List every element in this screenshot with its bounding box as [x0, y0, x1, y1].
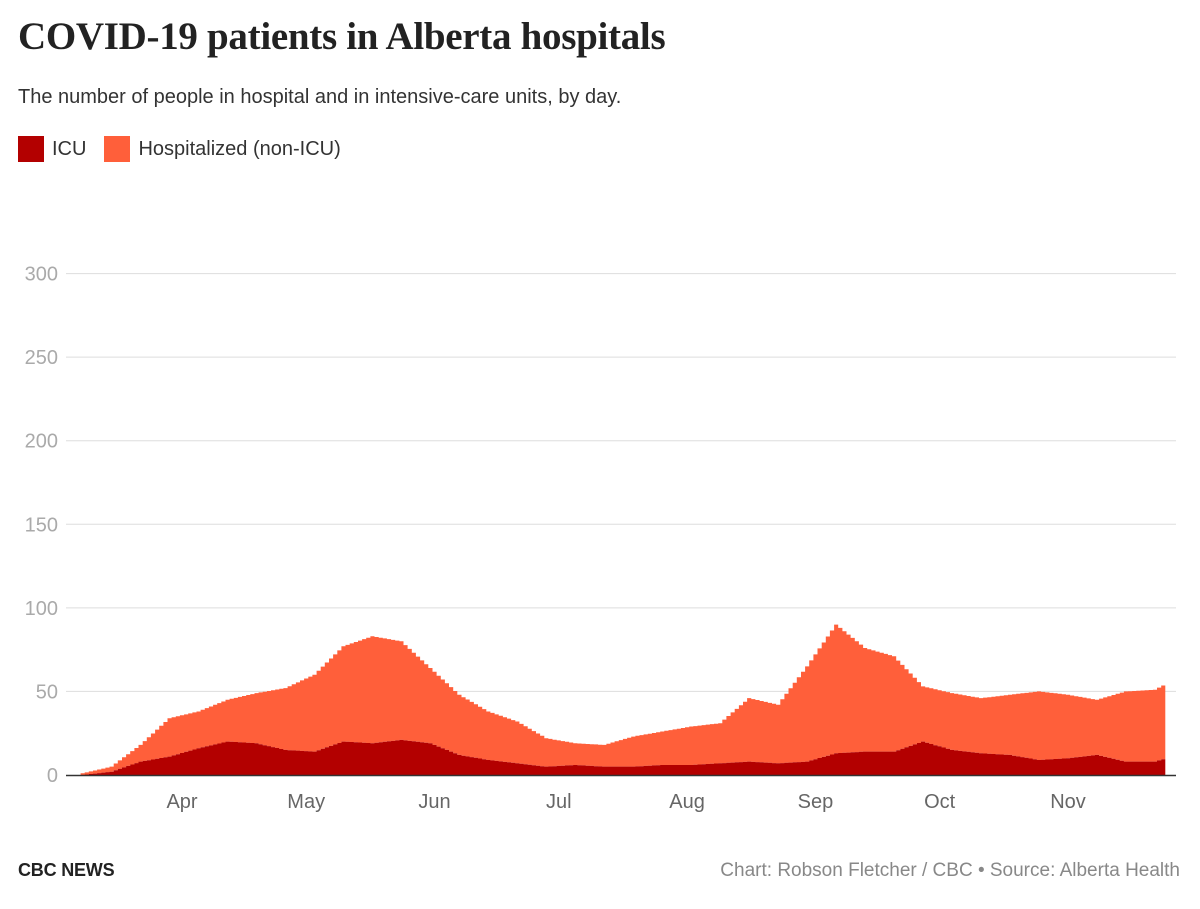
y-tick-label: 50	[36, 681, 58, 703]
x-tick-label: Aug	[669, 791, 705, 813]
legend-item-hospitalized: Hospitalized (non-ICU)	[104, 136, 341, 162]
series-area-icu	[80, 739, 1166, 775]
footer-credit: Chart: Robson Fletcher / CBC • Source: A…	[720, 860, 1180, 881]
x-tick-label: Apr	[166, 791, 197, 813]
x-tick-label: Oct	[924, 791, 956, 813]
legend-swatch-hospitalized	[104, 136, 131, 162]
x-tick-label: Sep	[798, 791, 834, 813]
footer-brand: CBC NEWS	[18, 860, 115, 880]
legend-item-icu: ICU	[18, 136, 86, 162]
y-tick-label: 0	[47, 765, 58, 787]
y-tick-label: 250	[25, 347, 58, 369]
legend-label-hospitalized: Hospitalized (non-ICU)	[138, 137, 341, 160]
series-area-hospitalized	[80, 624, 1166, 775]
y-tick-label: 300	[25, 264, 58, 286]
chart-subtitle: The number of people in hospital and in …	[18, 86, 622, 108]
legend-swatch-icu	[18, 136, 44, 162]
x-tick-label: Nov	[1050, 791, 1086, 813]
chart-title: COVID-19 patients in Alberta hospitals	[18, 15, 666, 58]
chart-legend: ICU Hospitalized (non-ICU)	[18, 136, 359, 162]
y-tick-label: 150	[25, 514, 58, 536]
x-tick-label: Jun	[418, 791, 450, 813]
y-tick-label: 100	[25, 598, 58, 620]
y-tick-label: 200	[25, 431, 58, 453]
x-tick-label: May	[287, 791, 325, 813]
x-tick-label: Jul	[546, 791, 572, 813]
legend-label-icu: ICU	[52, 137, 87, 160]
